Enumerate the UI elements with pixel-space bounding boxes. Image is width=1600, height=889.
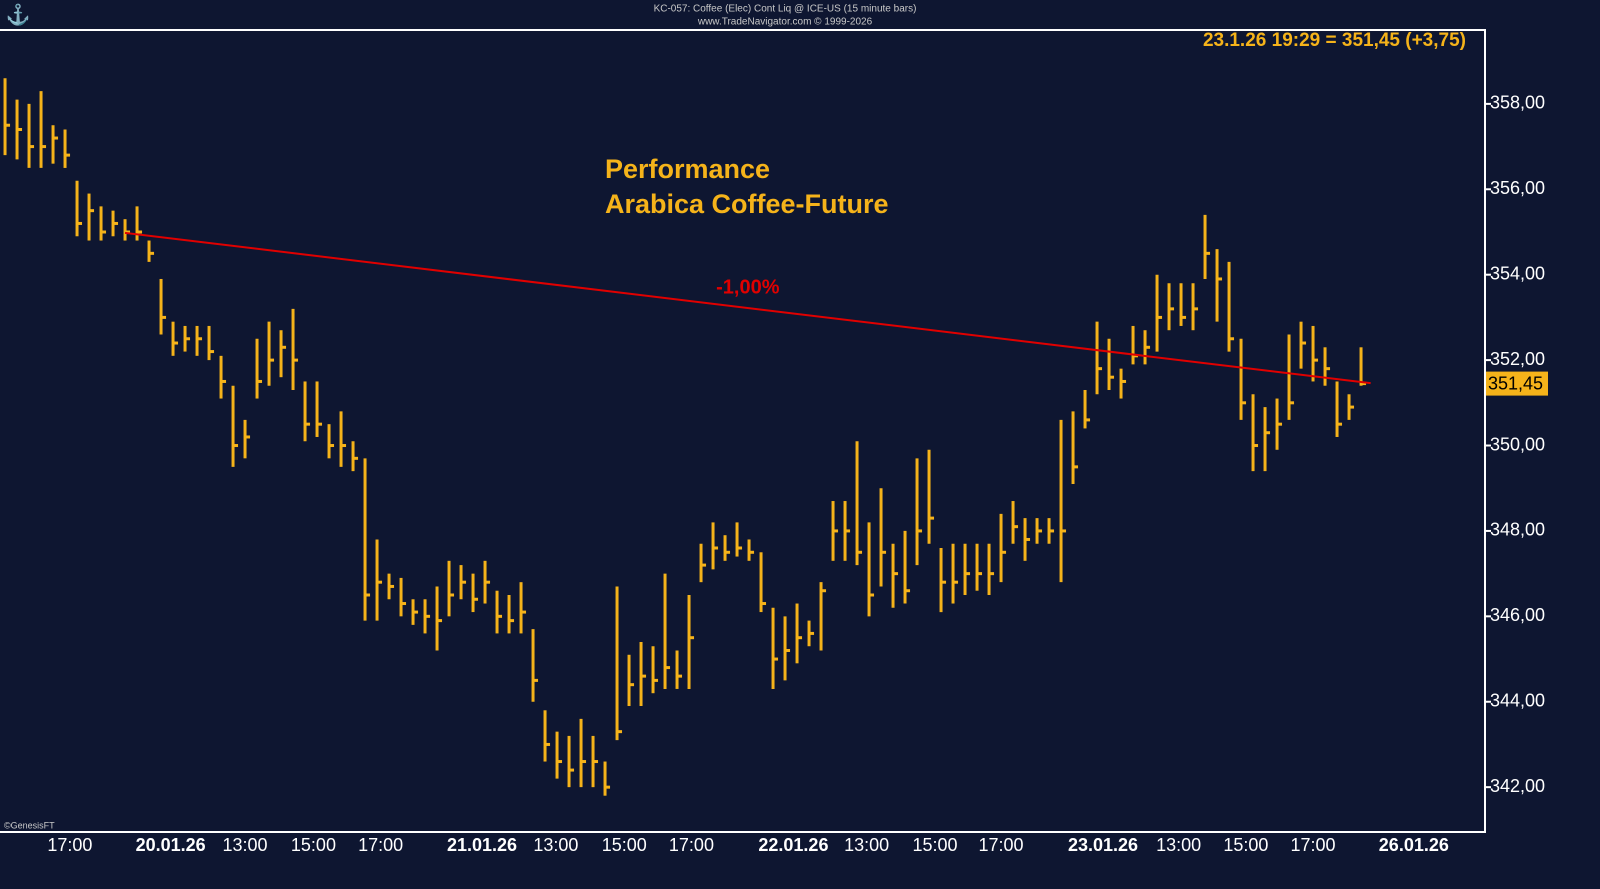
x-tick-label: 17:00 [1291, 835, 1336, 855]
y-tick-label: 348,00 [1490, 520, 1545, 540]
footer: ©GenesisFT [4, 820, 55, 830]
x-tick-label: 17:00 [669, 835, 714, 855]
x-tick-label: 21.01.26 [447, 835, 517, 855]
x-tick-label: 15:00 [913, 835, 958, 855]
logo: ⚓ [6, 2, 31, 26]
x-tick-label: 26.01.26 [1379, 835, 1449, 855]
y-tick-label: 342,00 [1490, 776, 1545, 796]
y-tick-label: 352,00 [1490, 349, 1545, 369]
x-tick-label: 15:00 [1223, 835, 1268, 855]
x-tick-label: 13:00 [844, 835, 889, 855]
y-tick-label: 356,00 [1490, 178, 1545, 198]
x-tick-label: 23.01.26 [1068, 835, 1138, 855]
header: KC-057: Coffee (Elec) Cont Liq @ ICE-US … [654, 4, 917, 15]
quote: 23.1.26 19:29 = 351,45 (+3,75) [1203, 30, 1466, 51]
last-price-label: 351,45 [1488, 373, 1543, 393]
x-tick-label: 13:00 [223, 835, 268, 855]
y-tick-label: 344,00 [1490, 690, 1545, 710]
x-tick-label: 20.01.26 [136, 835, 206, 855]
y-tick-label: 358,00 [1490, 93, 1545, 113]
last-price-box [1486, 371, 1548, 396]
y-tick-label: 354,00 [1490, 263, 1545, 283]
x-tick-label: 13:00 [1156, 835, 1201, 855]
x-tick-label: 15:00 [291, 835, 336, 855]
trend-label: -1,00% [716, 276, 780, 298]
x-tick-label: 13:00 [533, 835, 578, 855]
copyright: www.TradeNavigator.com © 1999-2026 [697, 17, 873, 28]
title: Performance [605, 154, 770, 184]
x-tick-label: 17:00 [979, 835, 1024, 855]
x-tick-label: 15:00 [602, 835, 647, 855]
title: Arabica Coffee-Future [605, 189, 889, 219]
y-tick-label: 350,00 [1490, 434, 1545, 454]
x-tick-label: 17:00 [358, 835, 403, 855]
x-tick-label: 22.01.26 [758, 835, 828, 855]
plot-frame [0, 29, 1486, 833]
trend-line [124, 231, 1371, 385]
y-tick-label: 346,00 [1490, 605, 1545, 625]
x-tick-label: 17:00 [47, 835, 92, 855]
